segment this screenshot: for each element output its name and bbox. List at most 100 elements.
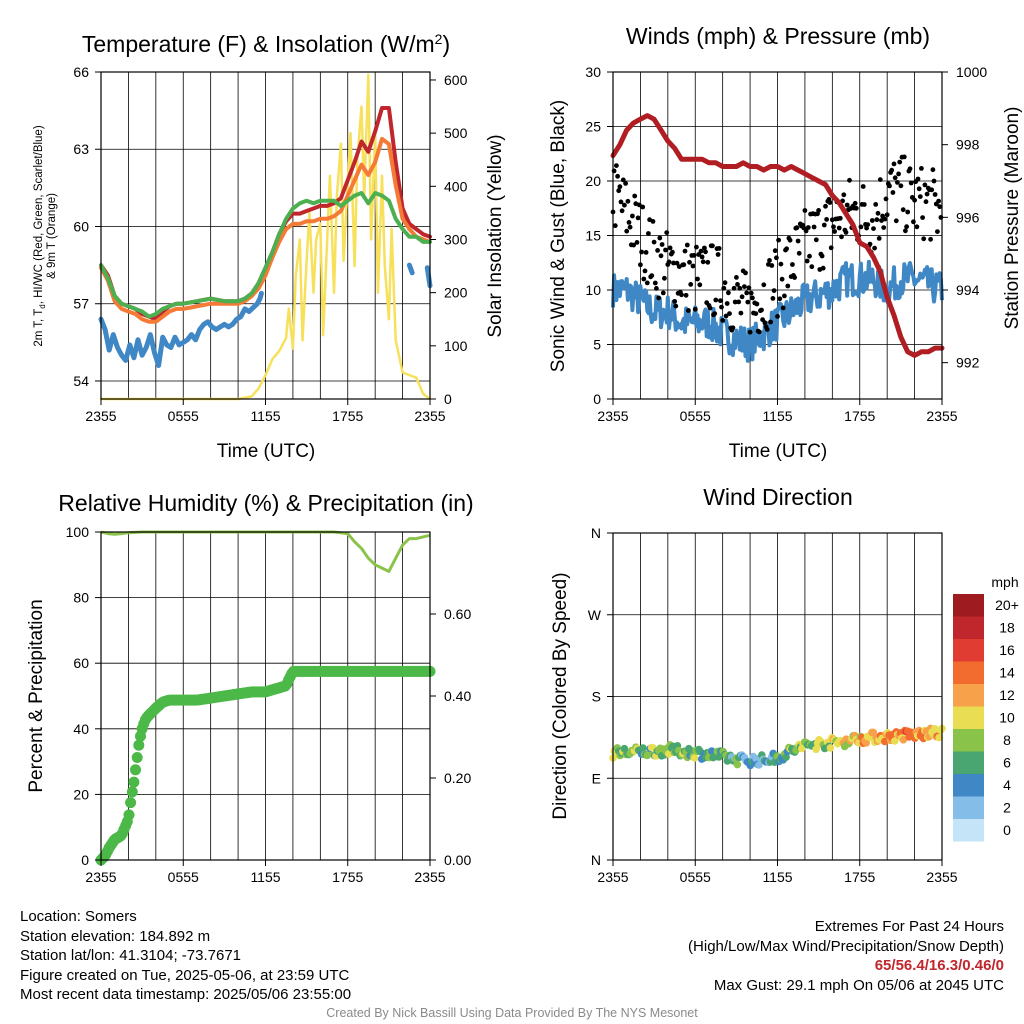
x-tick-label: 1755	[844, 869, 875, 885]
gust-point	[784, 246, 789, 252]
y-tick-label: 60	[73, 655, 89, 671]
direction-point	[733, 760, 742, 769]
gust-point	[617, 184, 623, 190]
legend-swatch	[953, 639, 984, 662]
svg-text:2m T, Td, HI/WC (Red, Green, S: 2m T, Td, HI/WC (Red, Green, Scarlet/Blu…	[33, 125, 47, 346]
gust-point	[871, 226, 876, 232]
gust-point	[658, 253, 664, 259]
gust-point	[627, 224, 633, 230]
gust-point	[742, 284, 747, 289]
x-tick-label: 0555	[168, 869, 199, 885]
gust-point	[782, 293, 787, 299]
gust-point	[761, 282, 767, 288]
precip-point	[128, 776, 140, 788]
gust-point	[792, 275, 797, 280]
direction-point	[899, 736, 908, 744]
x-tick-label: 0555	[168, 408, 199, 424]
gust-point	[931, 178, 937, 184]
x-tick-label: 1155	[762, 869, 792, 885]
gust-point	[638, 262, 643, 268]
direction-point	[639, 744, 647, 752]
gust-point	[762, 320, 768, 326]
gust-point	[681, 262, 687, 268]
gust-point	[777, 296, 783, 302]
gust-point	[896, 171, 901, 177]
gust-point	[923, 199, 929, 205]
direction-point	[931, 725, 939, 733]
gust-point	[905, 209, 911, 215]
gust-point	[884, 212, 890, 218]
legend-swatch	[953, 616, 984, 639]
series-solar-insolation	[99, 73, 432, 401]
legend-label: 16	[999, 642, 1015, 658]
gust-point	[772, 248, 778, 254]
rh-series	[95, 530, 436, 866]
gust-point	[775, 314, 780, 319]
direction-point	[826, 744, 835, 752]
x-tick-label: 2355	[414, 869, 445, 885]
gust-point	[929, 187, 935, 193]
y-tick-label: 5	[593, 337, 601, 353]
gust-point	[774, 255, 779, 261]
gust-point	[623, 181, 628, 186]
y-tick-label: 15	[585, 228, 601, 244]
temperature-ylabel: 2m T, Td, HI/WC (Red, Green, Scarlet/Blu…	[33, 125, 58, 346]
gust-point	[666, 259, 672, 265]
gust-point	[657, 235, 663, 241]
legend-swatch	[953, 774, 984, 797]
precip-point	[131, 752, 143, 763]
gust-point	[813, 237, 819, 243]
gust-point	[699, 254, 705, 260]
direction-point	[690, 754, 699, 762]
gust-point	[807, 253, 812, 259]
gust-point	[692, 306, 698, 312]
gust-point	[682, 248, 688, 254]
y-tick-label: 66	[73, 64, 89, 80]
gust-point	[738, 310, 744, 316]
y2-tick-label: 100	[444, 338, 468, 354]
legend-swatch	[953, 706, 984, 729]
gust-point	[744, 290, 750, 296]
gust-point	[670, 249, 675, 255]
gust-point	[771, 288, 777, 293]
gust-point	[705, 259, 711, 265]
gust-point	[764, 327, 770, 332]
gust-point	[811, 224, 817, 230]
x-tick-label: 2355	[414, 408, 445, 424]
gust-point	[615, 173, 620, 179]
rh-panel: Relative Humidity (%) & Precipitation (i…	[26, 490, 474, 885]
gust-point	[743, 270, 748, 276]
gust-point	[920, 215, 925, 221]
gust-point	[832, 229, 837, 234]
legend-label: 14	[999, 665, 1015, 681]
gust-point	[770, 296, 776, 301]
gust-point	[802, 208, 808, 213]
winds-panel: Winds (mph) & Pressure (mb) 2355 0555 1155…	[548, 23, 1023, 462]
gust-point	[622, 202, 627, 208]
y2-tick-label: 400	[444, 178, 468, 194]
gust-point	[904, 224, 909, 230]
gust-point	[620, 177, 626, 183]
gust-point	[642, 268, 648, 274]
gust-point	[691, 253, 697, 258]
x-tick-label: 0555	[680, 408, 711, 424]
gust-point	[795, 238, 801, 244]
gust-point	[718, 298, 723, 304]
gust-point	[631, 242, 636, 248]
gust-point	[898, 183, 904, 189]
gust-point	[932, 192, 938, 197]
gust-point	[930, 167, 936, 173]
gust-point	[734, 275, 739, 280]
temperature-series	[98, 73, 433, 401]
gust-point	[759, 307, 764, 313]
legend-label: 8	[1003, 732, 1011, 748]
y-tick-label: S	[592, 689, 601, 705]
legend-swatch	[953, 594, 984, 617]
y2-tick-label: 1000	[956, 64, 987, 80]
gust-point	[650, 219, 656, 224]
y2-tick-label: 200	[444, 285, 468, 301]
x-tick-label: 2355	[85, 408, 116, 424]
gust-point	[853, 205, 859, 211]
gust-point	[831, 224, 836, 230]
